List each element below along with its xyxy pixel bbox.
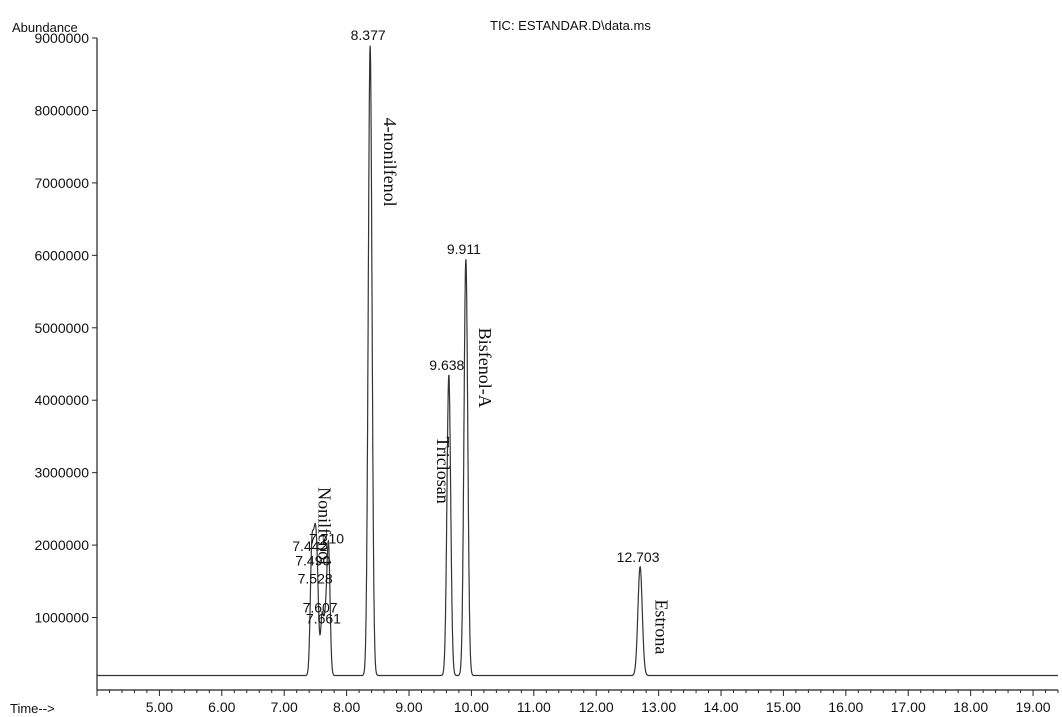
y-tick-label: 6000000 xyxy=(34,247,89,263)
plot-frame xyxy=(96,38,1058,691)
y-tick-label: 3000000 xyxy=(34,465,89,481)
x-tick-label: 10.00 xyxy=(454,699,489,715)
y-axis-label: Abundance xyxy=(12,20,78,35)
y-tick-label: 8000000 xyxy=(34,102,89,118)
y-tick-label: 4000000 xyxy=(34,392,89,408)
compound-annotation: Triclosan xyxy=(433,436,453,503)
y-tick-label: 5000000 xyxy=(34,320,89,336)
x-tick-label: 13.00 xyxy=(641,699,676,715)
y-tick-label: 1000000 xyxy=(34,610,89,626)
chart-title: TIC: ESTANDAR.D\data.ms xyxy=(490,18,651,33)
x-axis-ticks: 5.00 6.00 7.00 8.00 9.00 10.00 11.00 12.00 13.00… xyxy=(96,690,1059,715)
y-tick-label: 7000000 xyxy=(34,175,89,191)
compound-annotation: Bisfenol-A xyxy=(475,328,495,408)
x-tick-label: 8.00 xyxy=(333,699,360,715)
peak-label: 9.638 xyxy=(429,357,464,373)
x-tick-label: 17.00 xyxy=(891,699,926,715)
compound-annotation: 4-nonilfenol xyxy=(380,118,400,207)
x-tick-label: 16.00 xyxy=(828,699,863,715)
y-tick-label: 2000000 xyxy=(34,537,89,553)
x-tick-label: 15.00 xyxy=(766,699,801,715)
y-tick-label: 9000000 xyxy=(34,30,89,46)
y-axis-ticks: 1000000 2000000 3000000 4000000 5000000 60000… xyxy=(34,30,97,626)
compound-annotation: Nonilfenol xyxy=(315,487,335,565)
x-tick-label: 12.00 xyxy=(579,699,614,715)
peak-label: 7.661 xyxy=(306,610,341,626)
x-tick-label: 9.00 xyxy=(395,699,422,715)
peak-label: 9.911 xyxy=(447,241,481,257)
x-tick-label: 19.00 xyxy=(1016,699,1051,715)
peak-label: 12.703 xyxy=(617,549,660,565)
x-tick-label: 18.00 xyxy=(953,699,988,715)
x-tick-label: 11.00 xyxy=(517,699,551,715)
compound-annotation: Estrona xyxy=(652,599,672,654)
peak-label: 7.442 xyxy=(292,538,327,554)
peak-label: 7.607 xyxy=(303,600,338,616)
compound-annotations: Nonilfenol 4-nonilfenol Triclosan Bisfenol-… xyxy=(315,118,672,655)
peak-label: 7.528 xyxy=(298,571,333,587)
peak-label: 7.490 xyxy=(295,552,330,568)
tic-trace-line xyxy=(97,45,1058,677)
x-tick-label: 14.00 xyxy=(704,699,739,715)
peak-label: 8.377 xyxy=(351,27,386,43)
x-tick-label: 5.00 xyxy=(146,699,173,715)
peak-label: 7.710 xyxy=(309,531,344,547)
x-tick-label: 7.00 xyxy=(271,699,298,715)
x-tick-label: 6.00 xyxy=(208,699,235,715)
x-axis-label: Time--> xyxy=(10,701,55,716)
